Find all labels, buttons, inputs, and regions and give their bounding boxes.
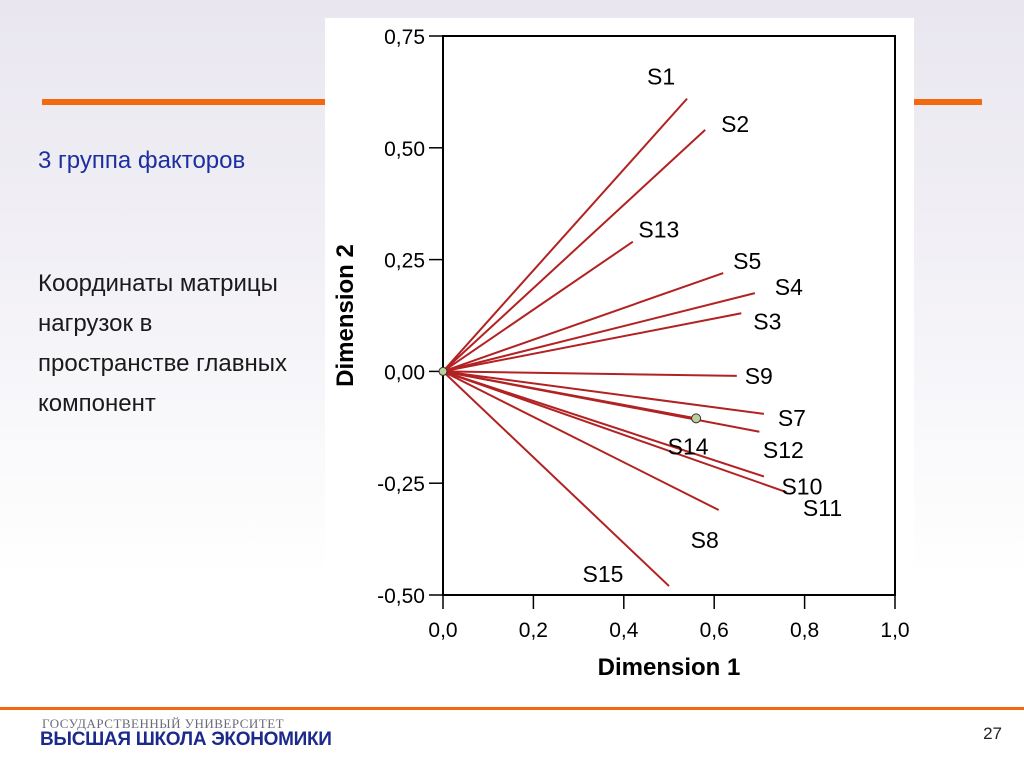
vector-label-s13: S13 <box>638 217 679 243</box>
x-tick-label: 0,4 <box>609 619 639 642</box>
origin-marker <box>438 366 448 376</box>
y-axis-label: Dimension 2 <box>332 244 359 387</box>
vector-s9 <box>442 370 737 377</box>
x-tick-label: 0,6 <box>700 619 729 642</box>
point-marker-s14 <box>691 413 702 424</box>
vector-s2 <box>442 129 706 373</box>
vector-s5 <box>442 272 724 373</box>
y-tick-label: 0,25 <box>384 250 425 273</box>
vector-s7 <box>442 370 765 415</box>
vector-label-s12: S12 <box>763 437 804 463</box>
vector-s13 <box>442 240 634 373</box>
footer-school-label: ВЫСШАЯ ШКОЛА ЭКОНОМИКИ <box>40 729 332 750</box>
x-tick-label: 0,2 <box>519 619 548 642</box>
vector-label-s4: S4 <box>775 274 803 300</box>
vector-label-s8: S8 <box>691 527 719 553</box>
vector-s1 <box>442 97 688 373</box>
y-tick-label: 0,00 <box>384 361 425 384</box>
vector-label-s9: S9 <box>745 363 773 389</box>
accent-line-right <box>910 99 982 105</box>
vector-label-s10: S10 <box>781 473 822 499</box>
x-tick-label: 1,0 <box>880 619 909 642</box>
vector-label-s1: S1 <box>647 64 675 90</box>
vector-label-s11: S11 <box>803 495 842 521</box>
vector-label-s2: S2 <box>721 111 749 137</box>
y-tick-label: -0,25 <box>377 473 425 496</box>
slide-heading: 3 группа факторов <box>38 147 246 174</box>
vector-label-s3: S3 <box>753 308 781 334</box>
chart-panel: 0,75 0,50 0,25 0,00 -0,25 -0,50 0,0 0,2 0,4 0,6 0,… <box>325 18 914 694</box>
vector-s4 <box>442 292 756 373</box>
slide-body-text: Координаты матрицы нагрузок в пространст… <box>38 270 287 417</box>
vector-s10 <box>442 370 765 478</box>
accent-line-left <box>42 99 342 105</box>
plot-frame <box>442 35 896 596</box>
page-number: 27 <box>983 724 1002 743</box>
vector-s3 <box>442 312 742 373</box>
vector-label-s14: S14 <box>668 433 709 459</box>
vector-s11 <box>442 370 787 494</box>
vector-label-s5: S5 <box>733 248 761 274</box>
x-tick-label: 0,0 <box>428 619 457 642</box>
vector-s8 <box>442 370 720 511</box>
footer-divider <box>0 707 1024 710</box>
y-tick-label: 0,75 <box>384 26 425 49</box>
loadings-chart: 0,75 0,50 0,25 0,00 -0,25 -0,500,0 0,2 0,4 0,6 0,… <box>332 26 910 681</box>
y-tick-label: -0,50 <box>377 585 425 608</box>
vector-s15 <box>442 370 670 587</box>
y-tick-label: 0,50 <box>384 138 425 161</box>
vector-label-s7: S7 <box>778 405 806 431</box>
x-tick-label: 0,8 <box>790 619 819 642</box>
x-axis-label: Dimension 1 <box>598 654 741 681</box>
vector-s12 <box>442 370 760 433</box>
footer-university-label: ГОСУДАРСТВЕННЫЙ УНИВЕРСИТЕТ <box>42 716 285 731</box>
vector-label-s15: S15 <box>583 561 624 587</box>
